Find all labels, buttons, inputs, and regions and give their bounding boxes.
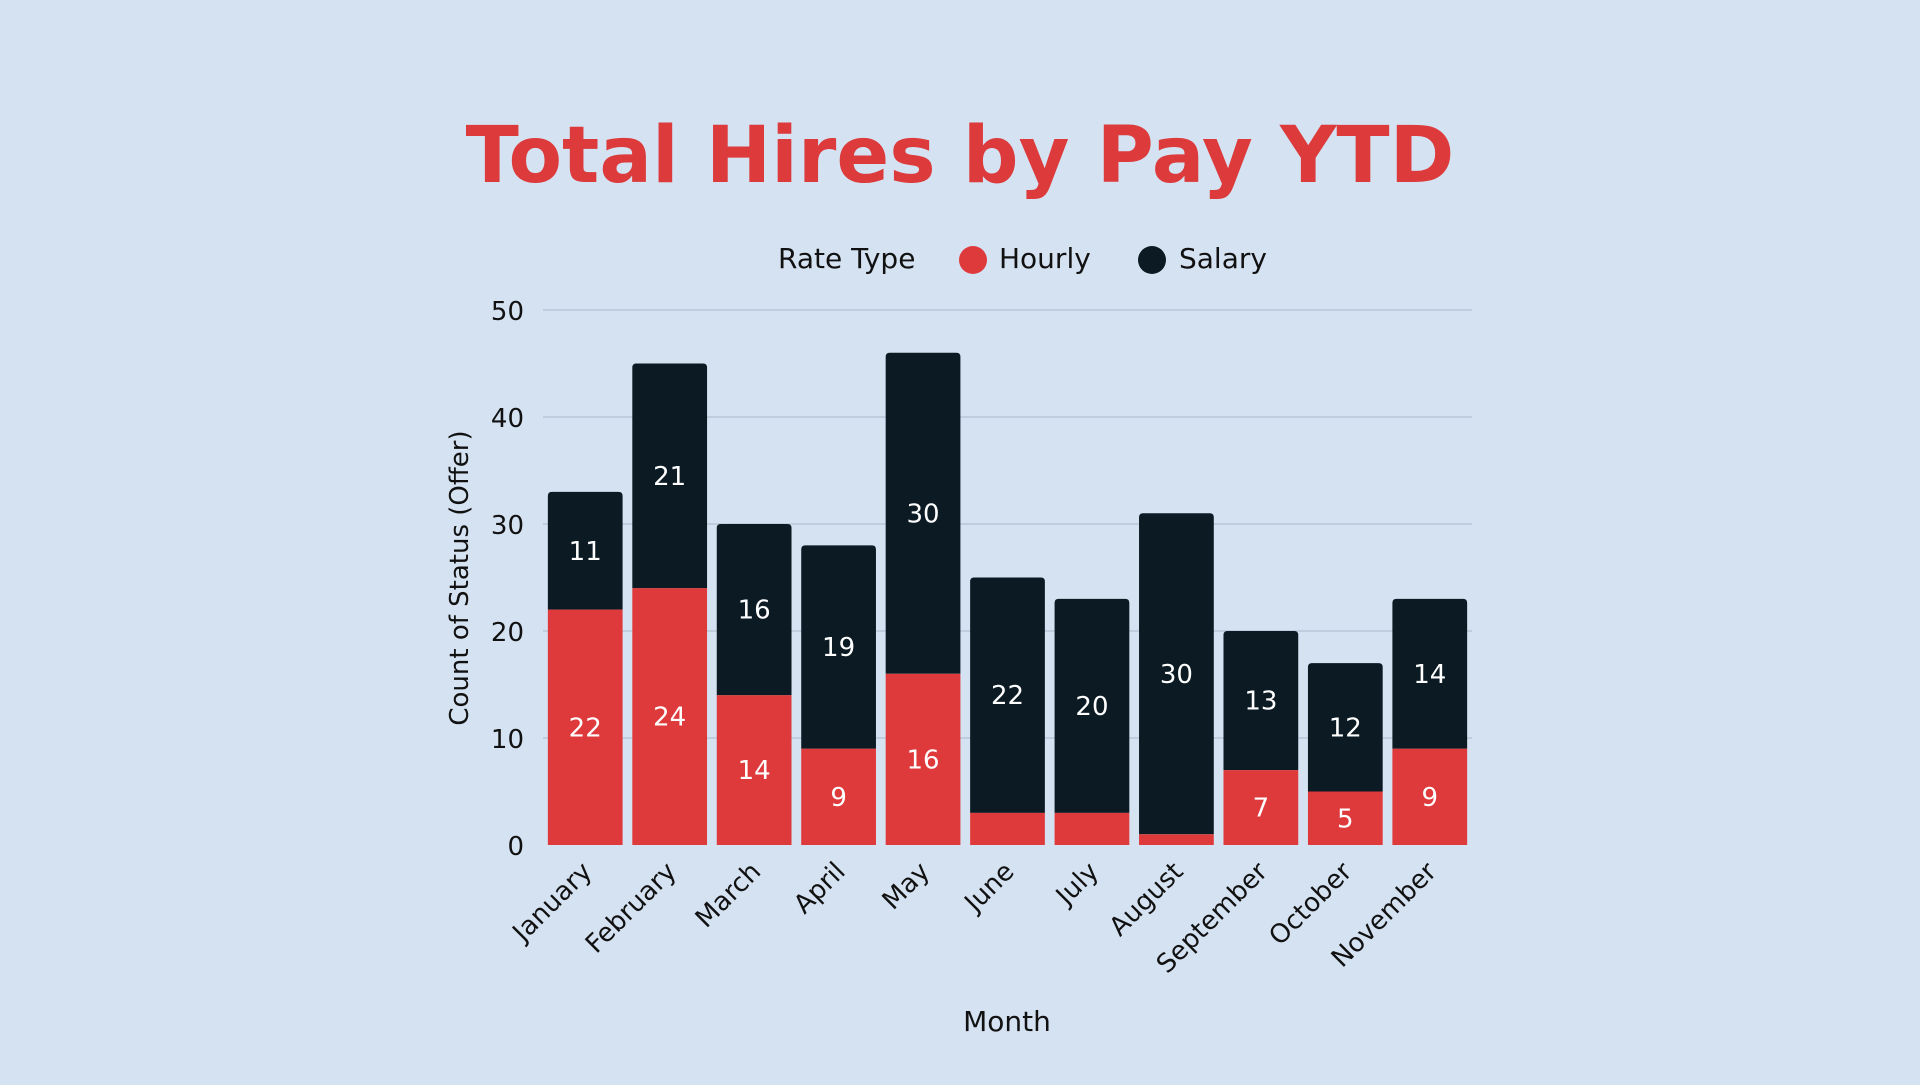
- bar-segment-salary: [1054, 598, 1130, 813]
- legend-salary-swatch: [1138, 246, 1166, 274]
- data-label-salary: 19: [822, 633, 855, 663]
- bar-segment-salary: [1223, 631, 1299, 771]
- y-tick-label: 50: [491, 297, 524, 327]
- data-label-salary: 16: [738, 596, 771, 626]
- data-label-salary: 30: [1160, 660, 1193, 690]
- data-label-hourly: 9: [830, 783, 847, 813]
- legend: Rate Type Hourly Salary: [778, 242, 1267, 275]
- bar-segment-hourly: [632, 588, 708, 845]
- bar-segment-hourly: [1307, 791, 1383, 845]
- legend-salary-label: Salary: [1179, 242, 1267, 275]
- bar-segment-salary: [1392, 598, 1468, 749]
- y-tick-label: 30: [491, 511, 524, 541]
- bar-segment-salary: [716, 524, 792, 696]
- bar-labels: 22 11 24 21 14 16 9 19 16 30 22 20 30 7 13 5 12 9 14: [569, 462, 1447, 834]
- bar-segment-salary: [632, 363, 708, 589]
- data-label-hourly: 9: [1421, 783, 1438, 813]
- bar-segment-hourly: [547, 609, 623, 845]
- y-tick-label: 0: [507, 832, 524, 862]
- x-axis-title: Month: [963, 1005, 1051, 1038]
- chart-title: Total Hires by Pay YTD: [466, 111, 1455, 201]
- bar-segment-hourly: [970, 812, 1045, 845]
- data-label-salary: 11: [569, 537, 602, 567]
- x-tick-label: May: [877, 857, 936, 916]
- data-label-salary: 22: [991, 681, 1024, 711]
- data-label-hourly: 14: [738, 756, 771, 786]
- data-label-salary: 14: [1413, 660, 1446, 690]
- bar-segment-hourly: [716, 695, 792, 845]
- bar-segment-hourly: [1139, 834, 1214, 845]
- x-tick-label: April: [788, 857, 851, 920]
- x-tick-label: July: [1049, 857, 1105, 913]
- legend-hourly-swatch: [959, 246, 987, 274]
- bar-segment-salary: [801, 545, 876, 749]
- bar-segment-salary: [1307, 663, 1383, 792]
- data-label-hourly: 7: [1253, 794, 1270, 824]
- y-tick-label: 10: [491, 725, 524, 755]
- data-label-hourly: 16: [906, 745, 939, 775]
- data-label-salary: 12: [1329, 713, 1362, 743]
- bar-segment-salary: [885, 352, 961, 674]
- legend-hourly-label: Hourly: [999, 242, 1091, 275]
- y-axis: 0 10 20 30 40 50: [491, 297, 524, 862]
- bar-segment-hourly: [801, 748, 876, 845]
- x-tick-label: June: [958, 857, 1021, 920]
- data-label-hourly: 24: [653, 703, 686, 733]
- bar-segment-salary: [547, 491, 623, 610]
- bars: [547, 352, 1468, 845]
- data-label-salary: 20: [1075, 692, 1108, 722]
- bar-segment-salary: [970, 577, 1045, 813]
- bar-segment-hourly: [1054, 812, 1130, 845]
- data-label-salary: 21: [653, 462, 686, 492]
- data-label-hourly: 5: [1337, 804, 1354, 834]
- data-label-salary: 13: [1244, 687, 1277, 717]
- bar-segment-salary: [1139, 513, 1214, 835]
- bar-segment-hourly: [1223, 770, 1299, 845]
- bar-segment-hourly: [1392, 748, 1468, 845]
- bar-segment-hourly: [885, 673, 961, 845]
- y-tick-label: 40: [491, 404, 524, 434]
- x-tick-label: February: [580, 857, 683, 960]
- y-tick-label: 20: [491, 618, 524, 648]
- x-tick-label: March: [690, 857, 767, 934]
- legend-title: Rate Type: [778, 242, 915, 275]
- y-axis-title: Count of Status (Offer): [445, 430, 475, 725]
- x-tick-label: August: [1104, 857, 1190, 943]
- data-label-salary: 30: [906, 499, 939, 529]
- data-label-hourly: 22: [569, 713, 602, 743]
